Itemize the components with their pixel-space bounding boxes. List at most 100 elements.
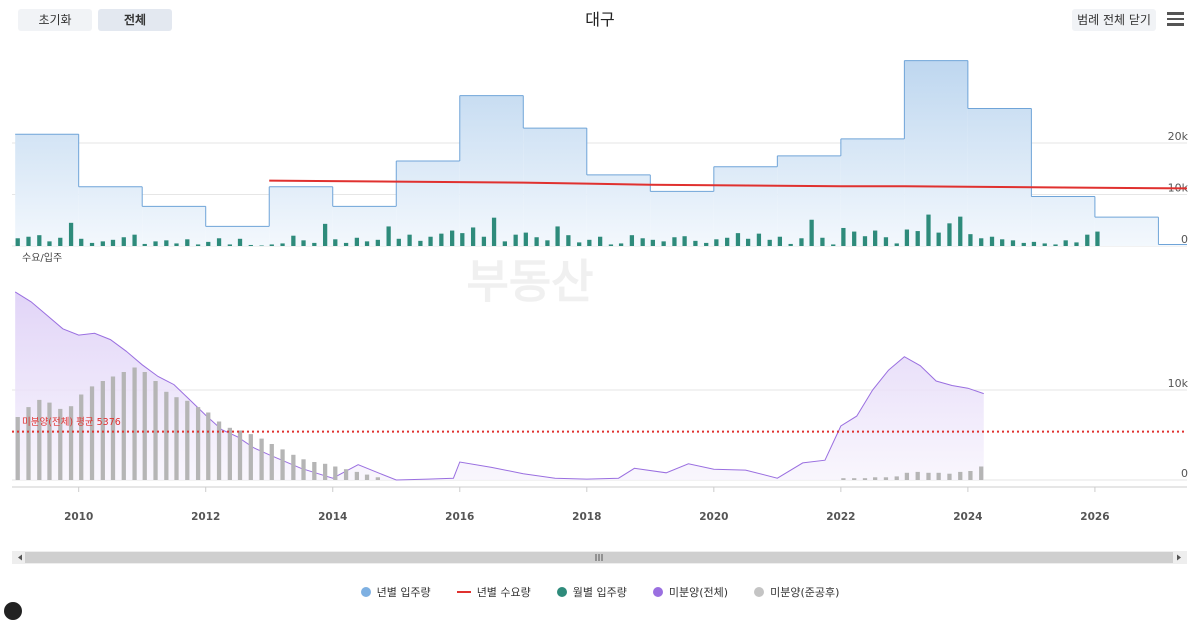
all-button[interactable]: 전체 [98,9,172,31]
bar [248,244,253,246]
bar [841,478,846,480]
bar [481,236,487,246]
legend-label: 년별 입주량 [376,586,431,599]
bar [608,244,614,246]
bar [852,478,857,480]
x-tick-label: 2026 [1080,511,1109,523]
bar [110,239,116,246]
bar [322,463,328,480]
bar [121,372,126,480]
yearly-supply-area [1031,196,1095,246]
bar [1063,240,1068,246]
legend-item[interactable]: 미분양(전체) [652,584,728,600]
bar [894,243,899,246]
bar [428,236,433,246]
bar [354,471,360,480]
bar [58,408,63,480]
yearly-supply-area [15,134,79,246]
yearly-supply-area [586,174,651,246]
bar [513,234,518,246]
bar [460,233,465,246]
bar [820,237,825,246]
bar [883,477,889,480]
bar [1021,242,1026,246]
yearly-supply-area [1158,244,1187,246]
bar [364,241,370,246]
x-tick-label: 2018 [572,511,601,523]
legend-marker [360,587,371,597]
yearly-supply-area [777,155,841,246]
bar [756,233,762,246]
bar [142,372,147,480]
bar [577,242,582,246]
bar [1095,231,1100,246]
legend-item[interactable]: 년별 수요량 [456,584,531,600]
legend-toggle[interactable]: 범례 전체 닫기 [1072,9,1156,31]
yearly-supply-area [205,226,270,246]
bar [1031,241,1037,246]
bar [841,227,846,246]
bar [259,245,264,246]
legend-marker [456,591,471,593]
bar [364,474,370,480]
bar [312,462,317,480]
bar [598,236,603,246]
bar [629,235,635,246]
bar [333,239,338,246]
bar [68,222,74,246]
x-tick-label: 2024 [953,511,982,523]
bar [831,244,836,246]
bar [523,232,528,246]
bar [89,242,95,246]
bar [280,243,285,246]
bar [375,239,380,246]
bar [153,381,158,480]
bar [206,412,211,480]
bar [79,394,84,480]
bar [195,244,201,246]
bar [862,478,868,480]
bar [269,244,274,246]
bar [26,236,31,246]
logo [4,602,22,620]
bar [58,237,63,246]
bar [47,402,52,480]
legend-label: 월별 입주량 [572,586,627,599]
legend-item[interactable]: 월별 입주량 [556,584,627,600]
bar [862,236,868,246]
yearly-supply-area [904,60,968,246]
menu-button[interactable] [1167,12,1184,26]
bar [640,238,645,246]
legend-item[interactable]: 년별 입주량 [360,584,431,600]
bar [809,219,814,246]
bar [174,243,179,246]
bar [725,237,730,246]
bar [1042,243,1047,246]
legend-item[interactable]: 미분양(준공후) [754,584,839,600]
yearly-supply-area [713,166,778,246]
bar [301,459,306,480]
bar [587,239,592,246]
reset-button[interactable]: 초기화 [18,9,92,31]
bar [343,242,349,246]
x-tick-label: 2012 [191,511,220,523]
x-tick-label: 2020 [699,511,728,523]
yearly-supply-area [1094,217,1159,246]
bar [799,238,804,246]
bar [79,238,84,246]
scrollbar[interactable] [12,551,1187,564]
x-tick-label: 2016 [445,511,474,523]
bar [301,240,306,246]
bar [100,241,105,246]
bar [216,421,222,480]
bar [259,438,264,480]
bar [915,231,920,246]
bar [788,243,793,246]
bar [704,242,709,246]
scroll-grip [595,554,603,561]
bar [237,238,243,246]
y-tick-label: 10k [1168,377,1189,390]
bar [37,235,42,246]
bar [926,472,931,480]
bar [132,234,137,246]
